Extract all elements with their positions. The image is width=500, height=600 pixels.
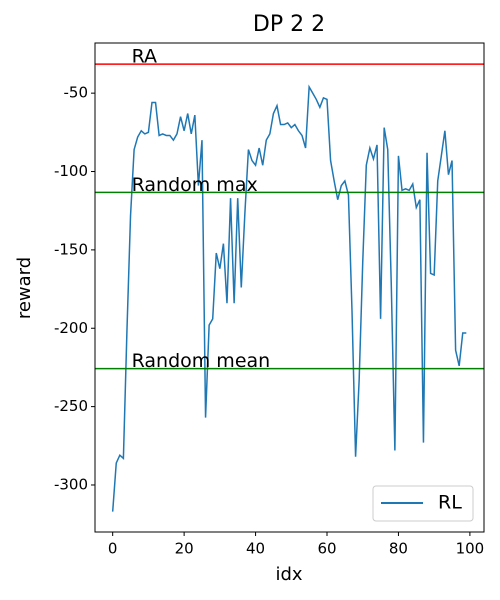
y-axis-label: reward [14, 257, 35, 319]
x-tick-label: 80 [389, 540, 408, 558]
y-tick-label: -200 [54, 319, 88, 337]
y-tick-label: -300 [54, 475, 88, 493]
y-tick-label: -150 [54, 240, 88, 258]
chart-title: DP 2 2 [253, 12, 325, 37]
line-series [111, 84, 467, 512]
reference-label: Random max [132, 174, 258, 196]
legend-label: RL [438, 492, 462, 514]
y-tick-label: -50 [64, 84, 89, 102]
x-tick-label: 40 [246, 540, 265, 558]
x-tick-label: 0 [108, 540, 118, 558]
x-tick-label: 60 [317, 540, 336, 558]
y-tick-label: -250 [54, 397, 88, 415]
plot-frame [94, 42, 485, 533]
x-axis-label: idx [275, 564, 302, 585]
reference-label: Random mean [132, 350, 271, 372]
y-tick-label: -100 [54, 162, 88, 180]
x-tick-label: 20 [175, 540, 194, 558]
reference-label: RA [132, 46, 157, 68]
x-tick-label: 100 [456, 540, 485, 558]
